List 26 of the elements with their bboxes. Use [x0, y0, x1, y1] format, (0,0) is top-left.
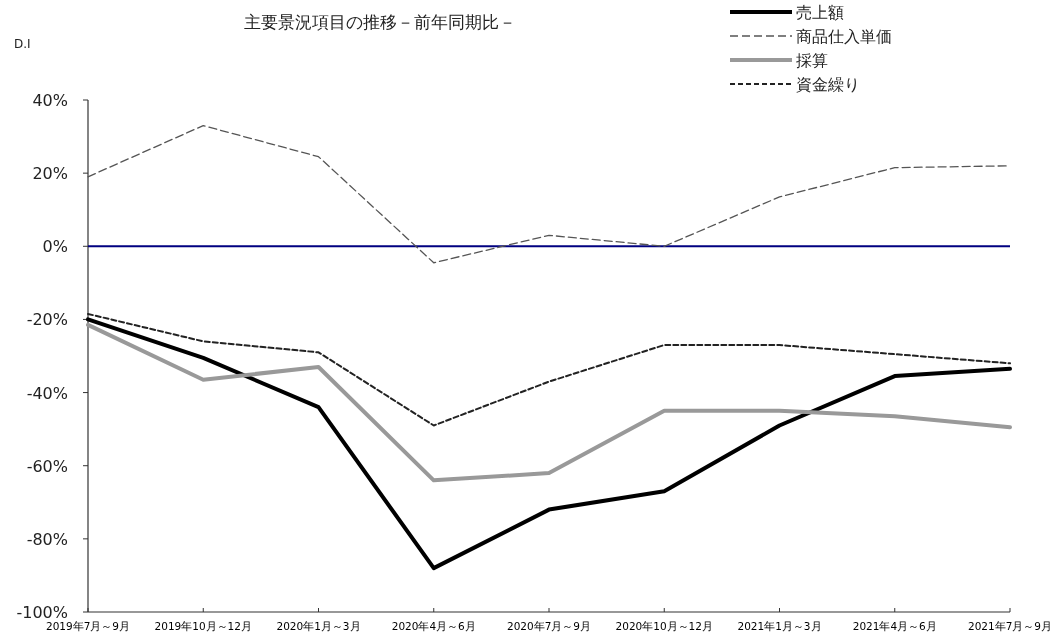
legend-label: 売上額 [796, 3, 844, 22]
x-tick-label: 2021年4月～6月 [852, 620, 937, 632]
legend-label: 採算 [796, 51, 828, 70]
line-series [86, 322, 1012, 483]
y-axis-title: D.I [14, 37, 31, 51]
y-tick-label: 0% [42, 237, 68, 257]
legend-label: 商品仕入単価 [796, 27, 892, 46]
x-tick-label: 2020年4月～6月 [391, 620, 476, 632]
y-tick-label: -80% [26, 529, 68, 549]
y-tick-label: 20% [32, 164, 68, 184]
x-tick-label: 2019年10月～12月 [154, 620, 252, 632]
x-tick-label: 2020年1月～3月 [276, 620, 361, 632]
legend-label: 資金繰り [796, 75, 860, 94]
line-series [86, 317, 1012, 571]
y-tick-label: -100% [16, 603, 68, 622]
y-tick-label: -20% [26, 310, 68, 330]
x-tick-label: 2019年7月～9月 [45, 620, 131, 632]
x-tick-label: 2020年10月～12月 [615, 620, 713, 632]
x-tick-label: 2021年7月～9月 [967, 620, 1053, 632]
y-tick-label: -60% [26, 456, 68, 476]
chart-title: 主要景況項目の推移－前年同期比－ [244, 12, 516, 32]
y-tick-label: 40% [32, 91, 68, 110]
x-tick-label: 2021年1月～3月 [737, 620, 822, 632]
x-tick-label: 2020年7月～9月 [506, 620, 592, 632]
y-tick-label: -40% [26, 383, 68, 403]
line-series [87, 312, 1011, 427]
